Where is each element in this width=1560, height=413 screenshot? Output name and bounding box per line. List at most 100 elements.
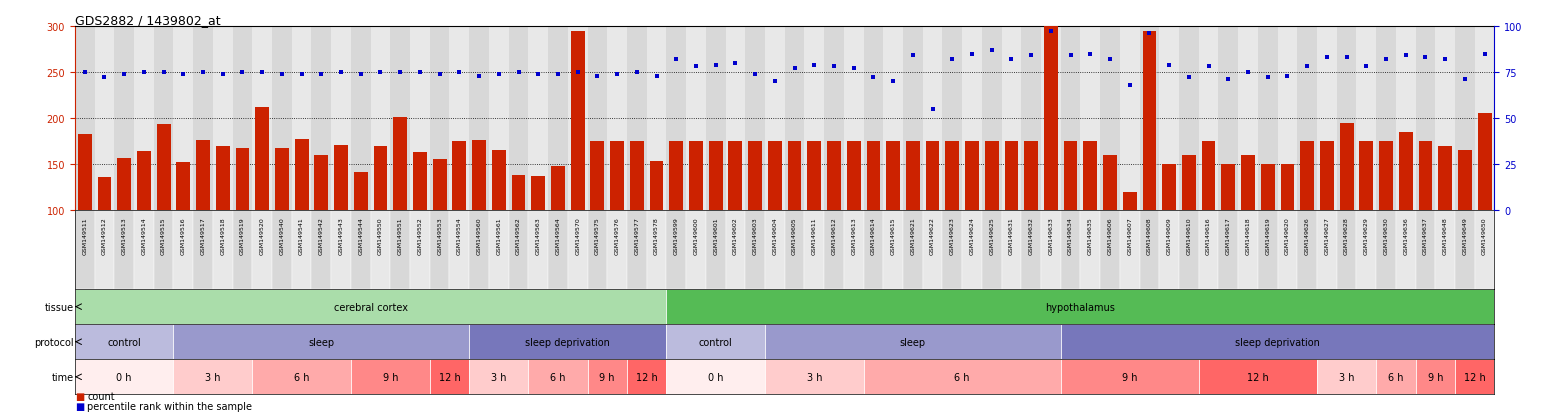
Bar [473,141,487,211]
Text: GSM149606: GSM149606 [1108,217,1112,254]
Bar [1159,211,1179,290]
Bar [1002,211,1022,290]
Text: 6 h: 6 h [1388,372,1404,382]
Text: hypothalamus: hypothalamus [1045,302,1115,312]
Text: control: control [108,337,140,347]
Point [722,60,747,67]
Bar [1281,165,1295,211]
Text: GSM149613: GSM149613 [852,217,856,254]
Bar [488,211,509,290]
Bar [1022,211,1041,290]
Bar [963,27,981,211]
Bar [75,324,173,359]
Bar [470,359,529,394]
Point [270,71,295,78]
Point [802,62,827,69]
Bar [1317,27,1337,211]
Bar [1415,359,1455,394]
Text: GSM149637: GSM149637 [1423,217,1427,255]
Text: GSM149617: GSM149617 [1226,217,1231,254]
Bar [75,290,666,324]
Bar [253,211,271,290]
Bar [746,211,764,290]
Point [92,75,117,82]
Bar [1337,27,1357,211]
Bar [354,173,368,211]
Bar [666,359,764,394]
Point [368,69,393,76]
Text: GSM149561: GSM149561 [496,217,501,254]
Bar [1061,211,1081,290]
Bar [808,142,821,211]
Bar [1317,211,1337,290]
Bar [903,27,922,211]
Bar [768,142,782,211]
Bar [117,158,131,211]
Point [939,57,964,63]
Bar [864,359,1061,394]
Point [1019,53,1044,59]
Bar [942,211,963,290]
Point [1373,57,1398,63]
Text: GSM149541: GSM149541 [300,217,304,254]
Bar [588,211,607,290]
Bar [669,142,683,211]
Bar [1415,27,1435,211]
Text: GSM149540: GSM149540 [279,217,284,254]
Point [1452,77,1477,83]
Point [980,47,1005,54]
Text: 12 h: 12 h [636,372,657,382]
Text: GSM149603: GSM149603 [752,217,758,254]
Bar [271,211,292,290]
Text: GSM149625: GSM149625 [989,217,994,254]
Bar [1100,27,1120,211]
Bar [193,211,212,290]
Bar [449,27,470,211]
Bar [1359,142,1373,211]
Bar [75,211,95,290]
Text: GSM149519: GSM149519 [240,217,245,254]
Bar [591,142,604,211]
Bar [413,153,427,211]
Bar [1340,123,1354,211]
Text: GSM149649: GSM149649 [1462,217,1468,255]
Text: protocol: protocol [34,337,73,347]
Text: GSM149576: GSM149576 [615,217,619,254]
Bar [331,27,351,211]
Bar [571,31,585,211]
Point [309,71,334,78]
Text: 9 h: 9 h [599,372,615,382]
Bar [1376,211,1396,290]
Text: GSM149607: GSM149607 [1128,217,1133,254]
Text: GSM149599: GSM149599 [674,217,679,255]
Text: GSM149635: GSM149635 [1087,217,1094,254]
Text: GSM149542: GSM149542 [318,217,324,255]
Point [1315,55,1340,62]
Text: 9 h: 9 h [382,372,398,382]
Text: GSM149648: GSM149648 [1443,217,1448,254]
Bar [847,142,861,211]
Bar [312,27,331,211]
Text: GSM149552: GSM149552 [418,217,423,254]
Text: GSM149513: GSM149513 [122,217,126,254]
Text: ■: ■ [75,392,84,401]
Bar [1278,27,1298,211]
Text: GSM149619: GSM149619 [1265,217,1270,254]
Bar [1298,211,1317,290]
Point [329,69,354,76]
Bar [1474,27,1494,211]
Bar [114,27,134,211]
Bar [764,324,1061,359]
Bar [1123,192,1137,211]
Text: GSM149636: GSM149636 [1404,217,1409,254]
Point [861,75,886,82]
Point [72,69,97,76]
Text: 9 h: 9 h [1427,372,1443,382]
Point [172,71,197,78]
Point [1156,62,1181,69]
Bar [390,27,410,211]
Text: GSM149634: GSM149634 [1069,217,1073,255]
Bar [1435,27,1455,211]
Bar [588,359,627,394]
Bar [548,211,568,290]
